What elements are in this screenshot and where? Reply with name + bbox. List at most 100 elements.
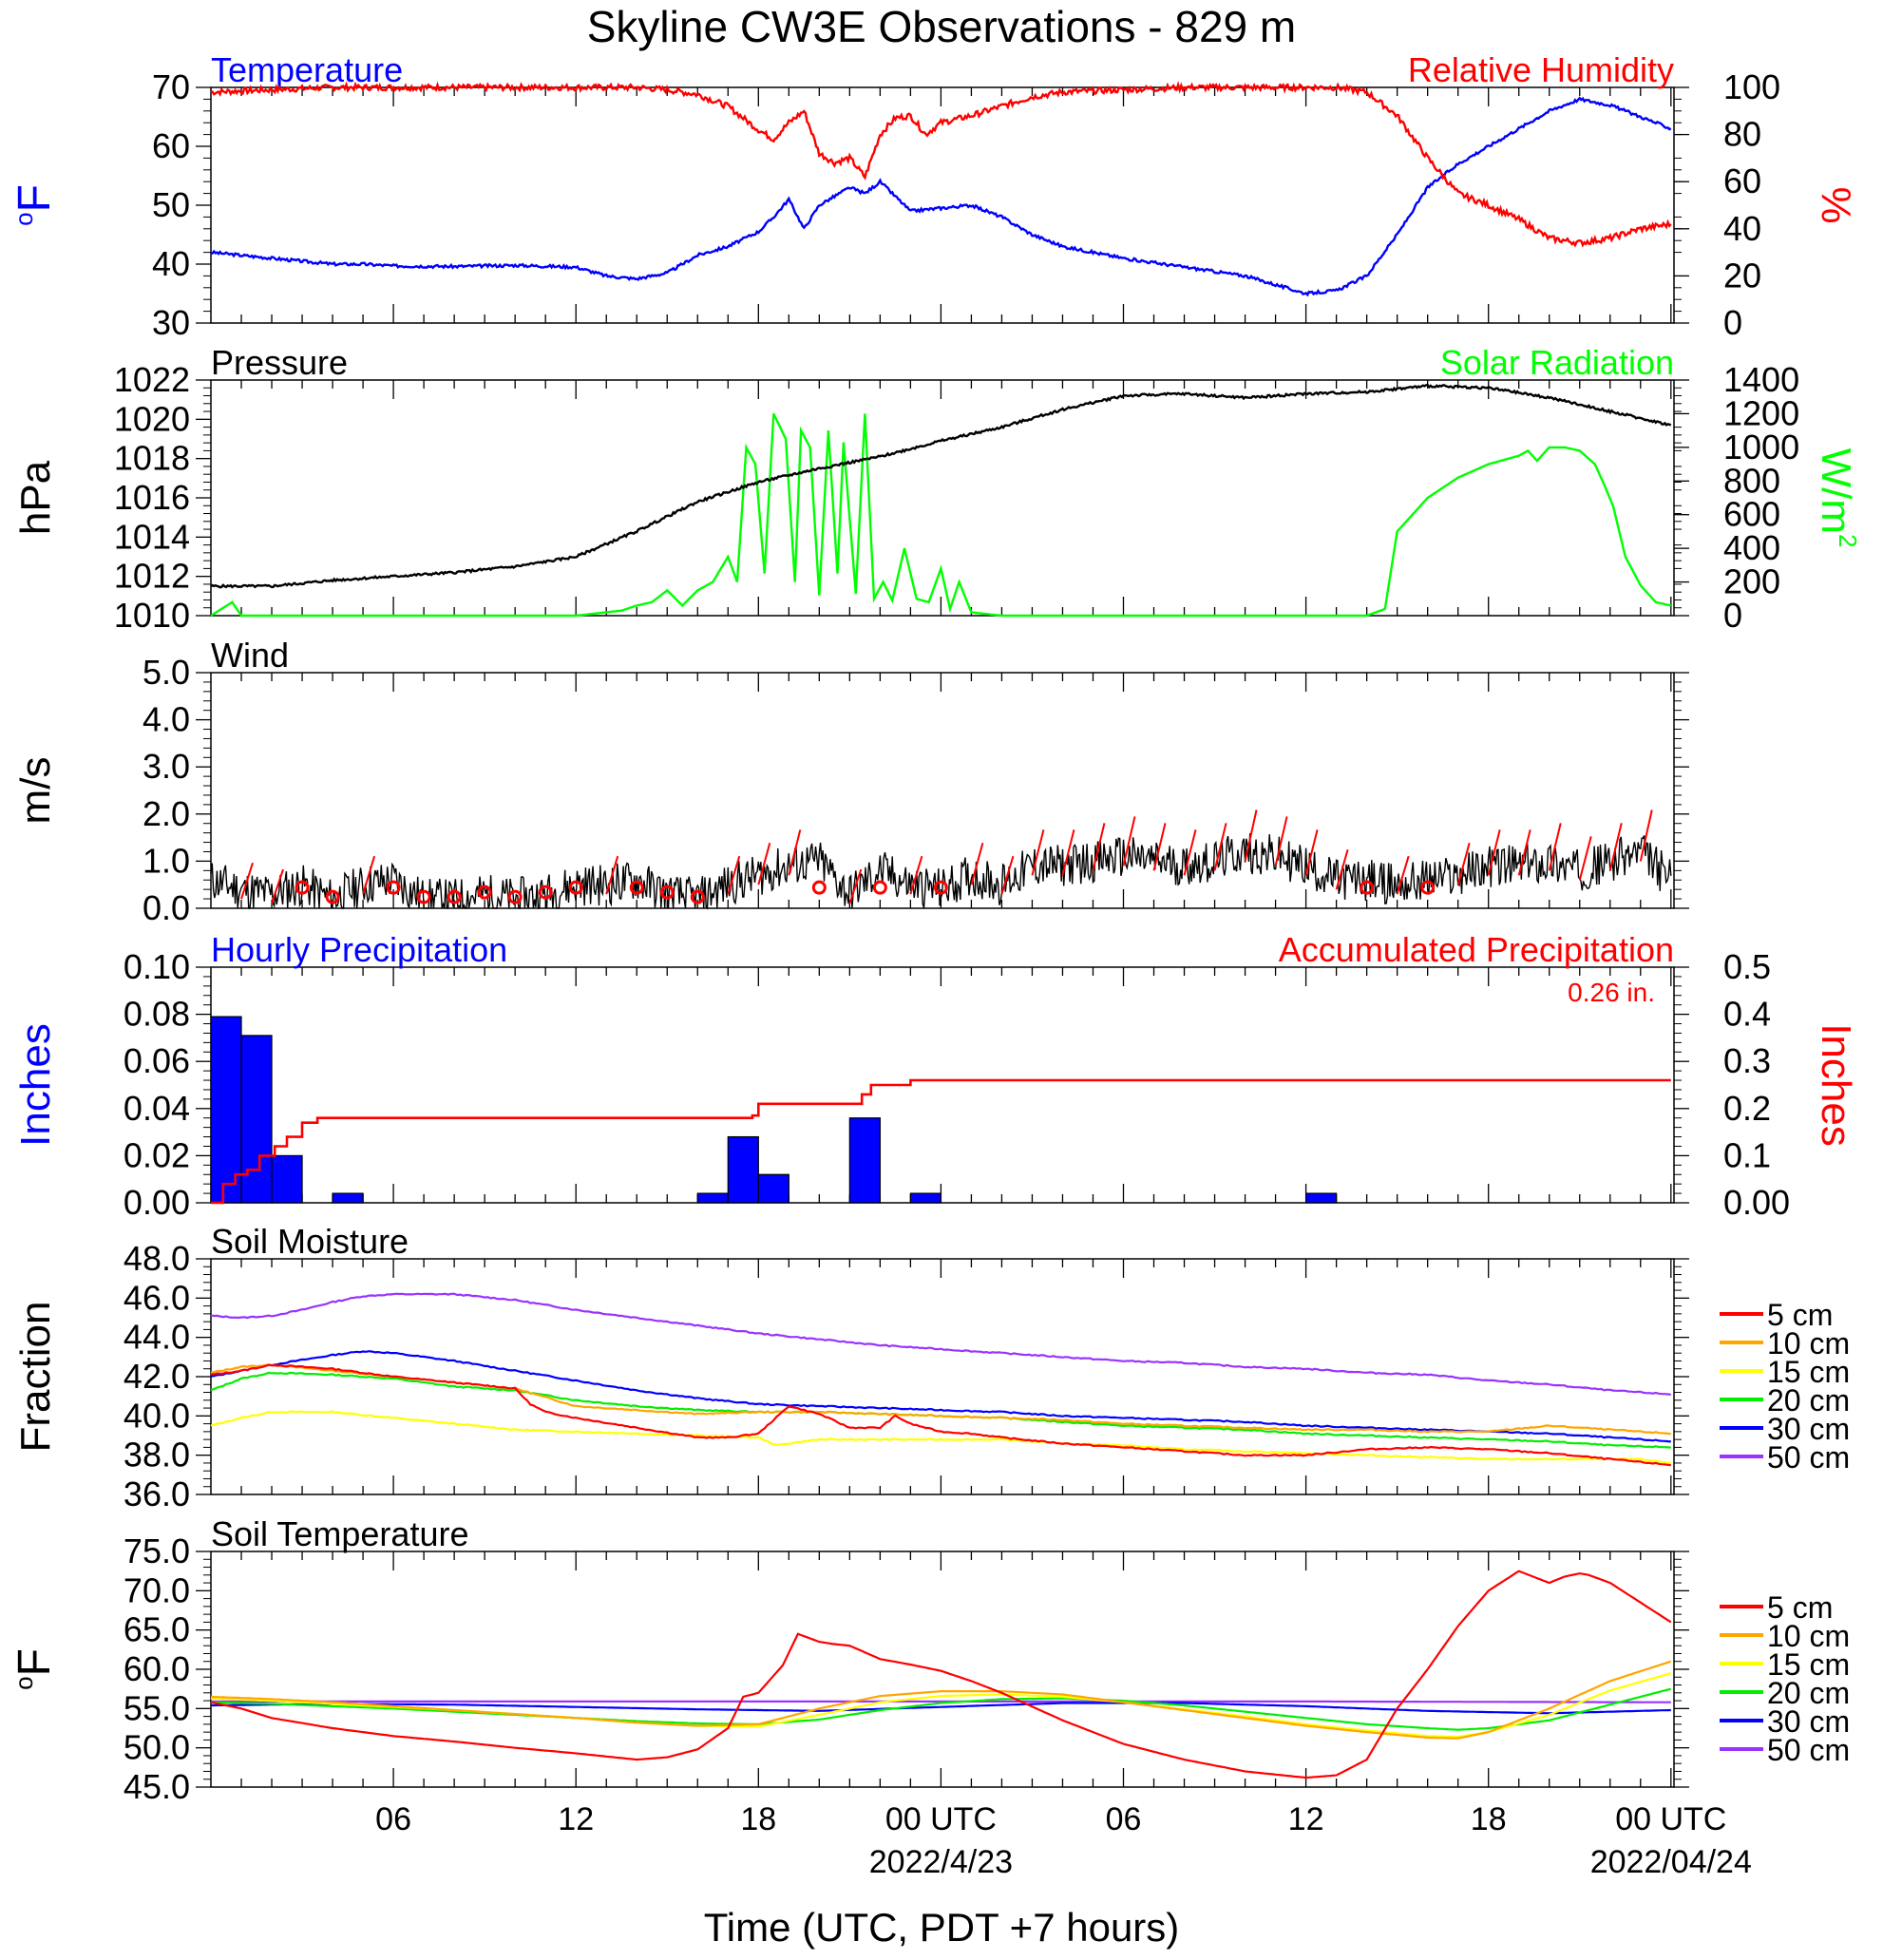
soil-temp-left-title: Soil Temperature bbox=[211, 1514, 468, 1553]
wind-barb bbox=[1092, 823, 1106, 871]
precip-y2-tick-label: 0.5 bbox=[1723, 947, 1771, 986]
pressure-series-line bbox=[210, 383, 1672, 589]
soil-moisture-15cm-line bbox=[210, 1410, 1671, 1465]
temp-rh-y2-tick-label: 0 bbox=[1723, 303, 1742, 342]
temp-rh-y2-tick-label: 60 bbox=[1723, 162, 1761, 200]
x-tick-label: 18 bbox=[740, 1801, 776, 1837]
x-axis: 06 12 18 00 UTC 2022/4/23 06 12 18 00 UTC 2022/04… bbox=[375, 1801, 1752, 1880]
pressure-solar-y2-tick-label: 1200 bbox=[1723, 393, 1799, 432]
precip-right-title: Accumulated Precipitation bbox=[1279, 930, 1674, 969]
wind-barb bbox=[1213, 823, 1227, 871]
x-tick-label: 00 UTC bbox=[885, 1801, 997, 1837]
wind-calm-marker bbox=[1420, 880, 1436, 895]
pressure-solar-y2-tick-label: 600 bbox=[1723, 495, 1780, 534]
wind-barb bbox=[1000, 855, 1015, 895]
soil-temp-50cm-line bbox=[211, 1700, 1671, 1703]
wind-y-tick-label: 5.0 bbox=[143, 653, 190, 692]
precip-y-axis-title: Inches bbox=[12, 1023, 59, 1147]
temp-rh-y2-axis-title: % bbox=[1813, 186, 1859, 223]
temp-rh-y2-tick-label: 20 bbox=[1723, 256, 1761, 295]
soil-moisture-y-tick-label: 38.0 bbox=[124, 1436, 190, 1475]
precip-total-label: 0.26 in. bbox=[1568, 978, 1655, 1007]
pressure-solar-left-title: Pressure bbox=[211, 343, 348, 382]
soil-moisture-y-tick-label: 36.0 bbox=[124, 1475, 190, 1513]
x-date-label: 2022/04/24 bbox=[1590, 1844, 1752, 1880]
precip-bar bbox=[757, 1173, 789, 1204]
soil-moisture-legend-label: 50 cm bbox=[1767, 1440, 1850, 1475]
precip-y-tick-label: 0.02 bbox=[124, 1135, 190, 1174]
wind-calm-marker bbox=[568, 880, 583, 895]
wind-calm-marker bbox=[325, 889, 340, 904]
chart-title: Skyline CW3E Observations - 829 m bbox=[587, 2, 1297, 51]
precip-y-tick-label: 0.08 bbox=[124, 995, 190, 1034]
wind-y-tick-label: 3.0 bbox=[143, 747, 190, 786]
precip-y-tick-label: 0.04 bbox=[124, 1089, 190, 1128]
precip-bar bbox=[727, 1135, 759, 1204]
wind-barb bbox=[757, 843, 771, 885]
soil-moisture-legend-label: 20 cm bbox=[1767, 1383, 1850, 1418]
soil-temp-y-tick-label: 70.0 bbox=[124, 1570, 190, 1609]
wind-series-line bbox=[210, 833, 1672, 910]
soil-temp-y-tick-label: 65.0 bbox=[124, 1610, 190, 1649]
soil-temp-20cm-line bbox=[210, 1687, 1672, 1731]
precip-y2-axis-title: Inches bbox=[1813, 1023, 1859, 1147]
wind-barb bbox=[1183, 829, 1197, 876]
soil-temp-y-tick-label: 55.0 bbox=[124, 1688, 190, 1727]
wind-calm-marker bbox=[538, 885, 553, 900]
soil-moisture-50cm-line bbox=[210, 1292, 1671, 1396]
pressure-solar-y-tick-label: 1016 bbox=[114, 478, 190, 517]
pressure-solar-y2-tick-label: 800 bbox=[1723, 461, 1780, 500]
precip-bar bbox=[696, 1192, 729, 1204]
wind-calm-marker bbox=[811, 880, 827, 895]
wind-y-tick-label: 2.0 bbox=[143, 794, 190, 833]
precip-bar bbox=[210, 1016, 242, 1204]
wind-barb bbox=[362, 855, 376, 895]
soil-moisture-legend-label: 10 cm bbox=[1767, 1326, 1850, 1361]
wind-calm-marker bbox=[416, 889, 431, 904]
pressure-solar-y-axis-title: hPa bbox=[12, 460, 59, 535]
wind-barb bbox=[970, 843, 984, 885]
temp-rh-y-tick-label: 50 bbox=[152, 185, 190, 224]
temp-rh-y-tick-label: 70 bbox=[152, 67, 190, 106]
soil-moisture-y-tick-label: 44.0 bbox=[124, 1318, 190, 1357]
pressure-solar-y-tick-label: 1018 bbox=[114, 439, 190, 478]
wind-barb bbox=[1456, 843, 1471, 885]
temp-rh-panel: 30 40 50 60 70 0 20 40 60 80 100 Temperature Relativ… bbox=[10, 50, 1859, 342]
wind-y-tick-label: 0.0 bbox=[143, 888, 190, 927]
pressure-solar-y2-tick-label: 0 bbox=[1723, 596, 1742, 635]
wind-calm-marker bbox=[659, 885, 675, 900]
precip-bar bbox=[1304, 1192, 1338, 1204]
wind-barb bbox=[271, 868, 284, 904]
wind-calm-marker bbox=[386, 880, 401, 895]
wind-calm-marker bbox=[629, 880, 644, 895]
wind-barb bbox=[1335, 848, 1349, 890]
soil-temp-legend-label: 15 cm bbox=[1767, 1647, 1850, 1682]
soil-temp-y-tick-label: 50.0 bbox=[124, 1728, 190, 1767]
wind-y-tick-label: 1.0 bbox=[143, 841, 190, 880]
wind-y-tick-label: 4.0 bbox=[143, 700, 190, 739]
wind-barb bbox=[909, 855, 923, 895]
precip-y-tick-label: 0.00 bbox=[124, 1183, 190, 1222]
wind-barb bbox=[1152, 823, 1167, 871]
precip-left-title: Hourly Precipitation bbox=[211, 930, 507, 969]
wind-calm-marker bbox=[872, 880, 887, 895]
temp-rh-right-title: Relative Humidity bbox=[1408, 50, 1674, 89]
pressure-solar-y2-tick-label: 1000 bbox=[1723, 428, 1799, 466]
wind-barb bbox=[788, 829, 802, 876]
x-tick-label: 12 bbox=[1288, 1801, 1324, 1837]
precip-bar bbox=[848, 1117, 881, 1204]
soil-temp-legend-label: 5 cm bbox=[1767, 1590, 1833, 1625]
solar-series-line bbox=[210, 412, 1672, 618]
precip-bar bbox=[909, 1192, 942, 1204]
precip-bar bbox=[240, 1035, 273, 1204]
soil-temp-legend-label: 20 cm bbox=[1767, 1676, 1850, 1710]
soil-temp-30cm-line bbox=[211, 1702, 1671, 1715]
pressure-solar-right-title: Solar Radiation bbox=[1440, 343, 1674, 382]
wind-calm-marker bbox=[933, 880, 948, 895]
wind-calm-marker bbox=[447, 889, 462, 904]
wind-barb bbox=[1304, 829, 1319, 876]
temp-rh-y-tick-label: 60 bbox=[152, 126, 190, 165]
temp-rh-left-title: Temperature bbox=[211, 50, 403, 89]
precip-y2-tick-label: 0.00 bbox=[1723, 1183, 1790, 1222]
